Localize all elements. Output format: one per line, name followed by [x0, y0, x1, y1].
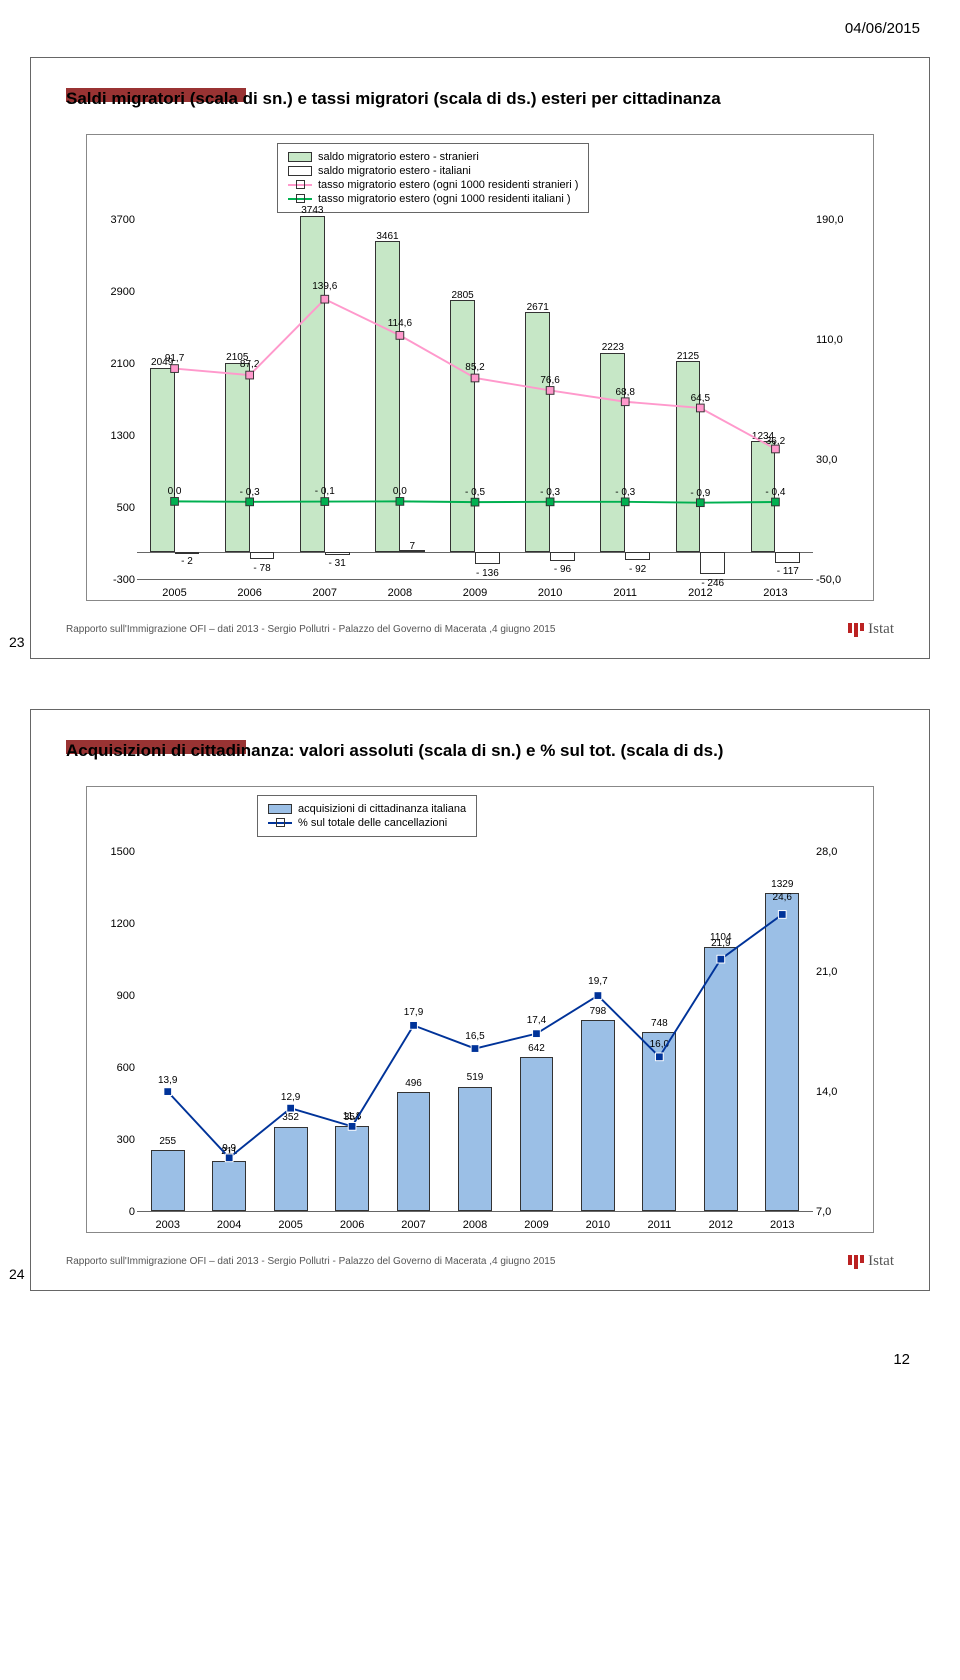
footer-text: Rapporto sull'Immigrazione OFI – dati 20…: [66, 624, 555, 635]
slide-title: Acquisizioni di cittadinanza: valori ass…: [66, 741, 894, 761]
legend-item: saldo migratorio estero - italiani: [318, 165, 471, 177]
chart-1: -3005001300210029003700 -50,030,0110,019…: [137, 220, 813, 580]
slide-number: 23: [9, 634, 25, 650]
legend-1: saldo migratorio estero - stranieri sald…: [277, 143, 589, 213]
y-axis-right: 7,014,021,028,0: [816, 852, 861, 1212]
slide-title: Saldi migratori (scala di sn.) e tassi m…: [66, 89, 894, 109]
chart-frame-2: acquisizioni di cittadinanza italiana % …: [86, 786, 874, 1233]
istat-logo: Istat: [848, 621, 894, 638]
istat-logo: Istat: [848, 1253, 894, 1270]
istat-text: Istat: [868, 1253, 894, 1270]
page-date: 04/06/2015: [0, 0, 960, 47]
legend-item: % sul totale delle cancellazioni: [298, 817, 447, 829]
y-axis-left: -3005001300210029003700: [97, 220, 135, 580]
y-axis-left: 030060090012001500: [97, 852, 135, 1212]
page-number: 12: [0, 1341, 960, 1398]
legend-item: tasso migratorio estero (ogni 1000 resid…: [318, 179, 578, 191]
istat-text: Istat: [868, 621, 894, 638]
slide-number: 24: [9, 1266, 25, 1282]
slide-footer: Rapporto sull'Immigrazione OFI – dati 20…: [66, 1253, 894, 1270]
footer-text: Rapporto sull'Immigrazione OFI – dati 20…: [66, 1256, 555, 1267]
slide-2: 24 Acquisizioni di cittadinanza: valori …: [30, 709, 930, 1291]
legend-item: saldo migratorio estero - stranieri: [318, 151, 479, 163]
chart-2: 030060090012001500 7,014,021,028,0 20032…: [137, 852, 813, 1212]
line-overlay: [137, 220, 813, 580]
legend-item: acquisizioni di cittadinanza italiana: [298, 803, 466, 815]
slide-1: 23 Saldi migratori (scala di sn.) e tass…: [30, 57, 930, 659]
legend-2: acquisizioni di cittadinanza italiana % …: [257, 795, 477, 837]
legend-item: tasso migratorio estero (ogni 1000 resid…: [318, 193, 571, 205]
line-overlay: [137, 852, 813, 1212]
y-axis-right: -50,030,0110,0190,0: [816, 220, 861, 580]
slide-footer: Rapporto sull'Immigrazione OFI – dati 20…: [66, 621, 894, 638]
chart-frame-1: saldo migratorio estero - stranieri sald…: [86, 134, 874, 601]
